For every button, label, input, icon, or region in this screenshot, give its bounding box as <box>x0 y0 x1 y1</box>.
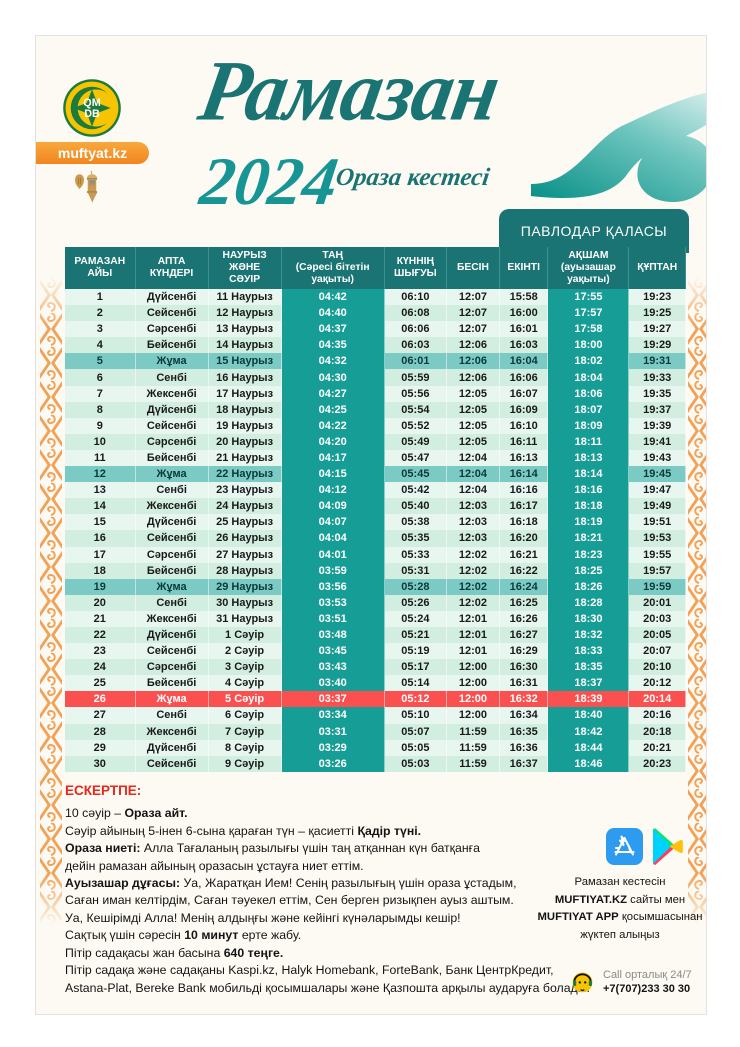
svg-text:QM: QM <box>83 97 100 109</box>
svg-text:DB: DB <box>84 108 100 120</box>
